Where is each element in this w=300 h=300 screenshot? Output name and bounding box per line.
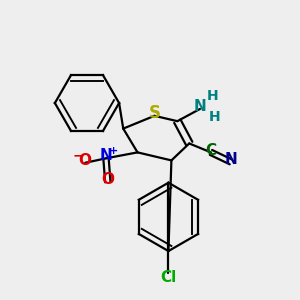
Text: O: O <box>79 153 92 168</box>
Text: H: H <box>207 89 219 103</box>
Text: C: C <box>206 142 217 158</box>
Text: +: + <box>109 146 119 156</box>
Text: O: O <box>101 172 114 187</box>
Text: N: N <box>194 99 206 114</box>
Text: N: N <box>224 152 237 167</box>
Text: H: H <box>208 110 220 124</box>
Text: S: S <box>148 104 160 122</box>
Text: N: N <box>100 148 112 164</box>
Text: −: − <box>72 148 84 163</box>
Text: Cl: Cl <box>160 270 177 285</box>
